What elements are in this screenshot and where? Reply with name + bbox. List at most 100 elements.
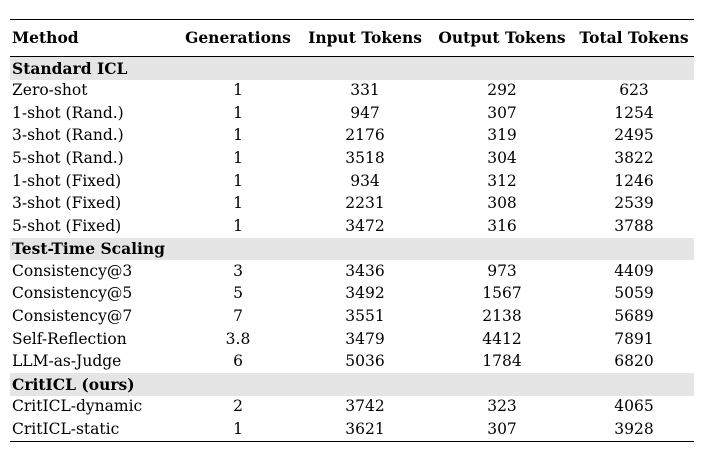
group-header-row: CritICL (ours): [10, 373, 694, 396]
table-row: 1-shot (Fixed) 1 934 312 1246: [10, 170, 694, 193]
cell-method: CritICL-dynamic: [12, 397, 143, 416]
cell-method: Consistency@7: [12, 307, 133, 326]
cell-method: Zero-shot: [12, 81, 88, 100]
header-method: Method: [12, 28, 79, 48]
header-generations: Generations: [185, 28, 291, 48]
cell-output-tokens: 292: [487, 81, 517, 100]
cell-method: 5-shot (Fixed): [12, 216, 122, 235]
cell-total-tokens: 2495: [614, 126, 654, 145]
cell-generations: 6: [233, 352, 243, 371]
table-row: Consistency@5 5 3492 1567 5059: [10, 283, 694, 306]
table-row: Self-Reflection 3.8 3479 4412 7891: [10, 328, 694, 351]
table-row: LLM-as-Judge 6 5036 1784 6820: [10, 351, 694, 374]
cell-method: 5-shot (Rand.): [12, 148, 124, 167]
cell-output-tokens: 307: [487, 420, 517, 439]
token-usage-table-container: Method Generations Input Tokens Output T…: [10, 19, 694, 442]
cell-generations: 1: [233, 126, 243, 145]
cell-input-tokens: 934: [350, 171, 380, 190]
cell-generations: 1: [233, 148, 243, 167]
cell-output-tokens: 1784: [482, 352, 522, 371]
header-total-tokens: Total Tokens: [579, 28, 689, 48]
cell-output-tokens: 1567: [482, 284, 522, 303]
cell-total-tokens: 7891: [614, 329, 654, 348]
cell-input-tokens: 3742: [345, 397, 385, 416]
cell-total-tokens: 4409: [614, 261, 654, 280]
cell-output-tokens: 307: [487, 103, 517, 122]
cell-input-tokens: 3479: [345, 329, 385, 348]
cell-generations: 1: [233, 81, 243, 100]
cell-generations: 3: [233, 261, 243, 280]
cell-total-tokens: 6820: [614, 352, 654, 371]
cell-generations: 7: [233, 307, 243, 326]
cell-input-tokens: 947: [350, 103, 380, 122]
table-row: 1-shot (Rand.) 1 947 307 1254: [10, 102, 694, 125]
cell-method: 1-shot (Rand.): [12, 103, 124, 122]
cell-input-tokens: 3436: [345, 261, 385, 280]
cell-output-tokens: 973: [487, 261, 517, 280]
cell-output-tokens: 4412: [482, 329, 522, 348]
cell-output-tokens: 319: [487, 126, 517, 145]
table-row: 5-shot (Rand.) 1 3518 304 3822: [10, 147, 694, 170]
header-row: Method Generations Input Tokens Output T…: [10, 19, 694, 57]
token-usage-table: Method Generations Input Tokens Output T…: [10, 19, 694, 442]
table-body: Standard ICL Zero-shot 1 331 292 623 1-shot (R…: [10, 56, 694, 442]
group-title: CritICL (ours): [10, 373, 694, 396]
cell-generations: 1: [233, 420, 243, 439]
cell-input-tokens: 3472: [345, 216, 385, 235]
group-title: Standard ICL: [10, 56, 694, 80]
cell-total-tokens: 623: [619, 81, 649, 100]
table-row: Zero-shot 1 331 292 623: [10, 80, 694, 103]
table-row: 3-shot (Rand.) 1 2176 319 2495: [10, 125, 694, 148]
cell-method: 3-shot (Fixed): [12, 194, 122, 213]
cell-total-tokens: 1246: [614, 171, 654, 190]
cell-input-tokens: 2231: [345, 194, 385, 213]
cell-input-tokens: 3551: [345, 307, 385, 326]
cell-input-tokens: 2176: [345, 126, 385, 145]
header-input-tokens: Input Tokens: [308, 28, 422, 48]
group-header-row: Test-Time Scaling: [10, 237, 694, 261]
cell-generations: 1: [233, 194, 243, 213]
table-row: Consistency@3 3 3436 973 4409: [10, 260, 694, 283]
cell-input-tokens: 3492: [345, 284, 385, 303]
cell-input-tokens: 5036: [345, 352, 385, 371]
cell-input-tokens: 3621: [345, 420, 385, 439]
cell-generations: 5: [233, 284, 243, 303]
cell-method: 1-shot (Fixed): [12, 171, 122, 190]
cell-method: 3-shot (Rand.): [12, 126, 124, 145]
cell-method: Consistency@3: [12, 261, 133, 280]
cell-total-tokens: 2539: [614, 194, 654, 213]
cell-method: CritICL-static: [12, 420, 120, 439]
header-output-tokens: Output Tokens: [438, 28, 566, 48]
cell-output-tokens: 2138: [482, 307, 522, 326]
cell-total-tokens: 3928: [614, 420, 654, 439]
cell-total-tokens: 3788: [614, 216, 654, 235]
table-row: 5-shot (Fixed) 1 3472 316 3788: [10, 215, 694, 238]
table-header: Method Generations Input Tokens Output T…: [10, 19, 694, 57]
cell-output-tokens: 316: [487, 216, 517, 235]
cell-output-tokens: 312: [487, 171, 517, 190]
table-row: Consistency@7 7 3551 2138 5689: [10, 306, 694, 329]
cell-generations: 2: [233, 397, 243, 416]
cell-total-tokens: 5689: [614, 307, 654, 326]
table-row: 3-shot (Fixed) 1 2231 308 2539: [10, 193, 694, 216]
cell-total-tokens: 1254: [614, 103, 654, 122]
cell-generations: 1: [233, 216, 243, 235]
cell-method: Consistency@5: [12, 284, 133, 303]
table-row: CritICL-static 1 3621 307 3928: [10, 419, 694, 442]
group-header-row: Standard ICL: [10, 56, 694, 80]
cell-total-tokens: 4065: [614, 397, 654, 416]
cell-output-tokens: 323: [487, 397, 517, 416]
cell-generations: 3.8: [225, 329, 251, 348]
cell-method: Self-Reflection: [12, 329, 127, 348]
cell-generations: 1: [233, 171, 243, 190]
cell-total-tokens: 3822: [614, 148, 654, 167]
cell-output-tokens: 304: [487, 148, 517, 167]
cell-input-tokens: 3518: [345, 148, 385, 167]
group-title: Test-Time Scaling: [10, 237, 694, 261]
cell-output-tokens: 308: [487, 194, 517, 213]
cell-input-tokens: 331: [350, 81, 380, 100]
cell-method: LLM-as-Judge: [12, 352, 122, 371]
cell-total-tokens: 5059: [614, 284, 654, 303]
cell-generations: 1: [233, 103, 243, 122]
table-row: CritICL-dynamic 2 3742 323 4065: [10, 396, 694, 419]
